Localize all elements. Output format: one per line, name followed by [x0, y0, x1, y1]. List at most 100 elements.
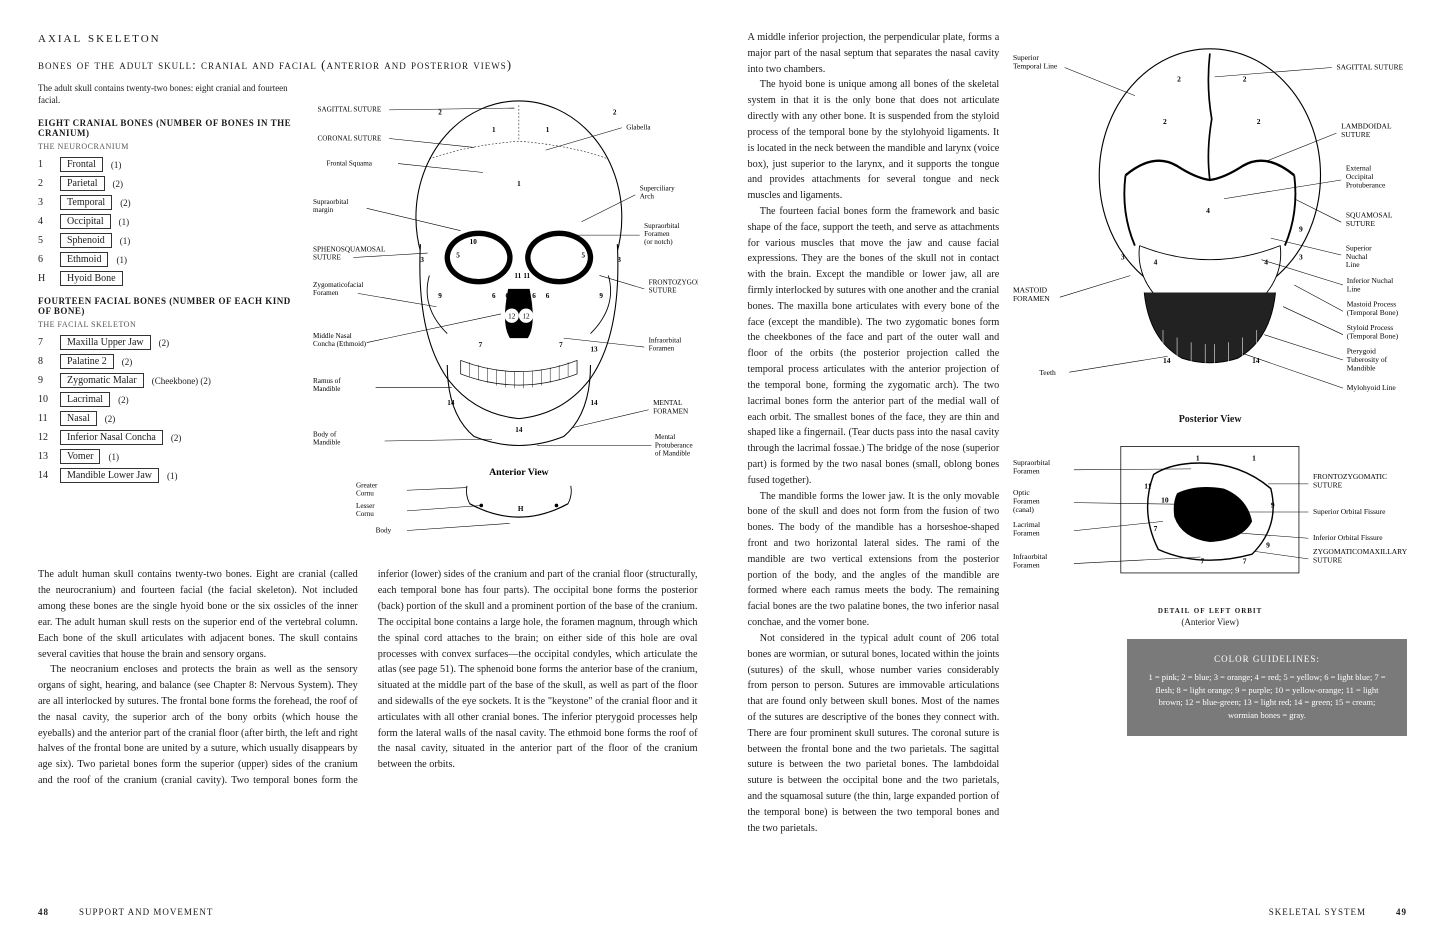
svg-text:FRONTOZYGOMATICSUTURE: FRONTOZYGOMATICSUTURE — [648, 278, 697, 294]
svg-text:11: 11 — [1145, 482, 1152, 491]
posterior-skull-svg: 2 2 2 2 4 4 4 3 3 9 14 14 SuperiorTempor… — [1013, 30, 1407, 405]
bone-count: (2) — [118, 395, 129, 405]
svg-text:2: 2 — [1177, 75, 1181, 84]
cranial-sub: the neurocranium — [38, 142, 295, 151]
intro-note: The adult skull contains twenty-two bone… — [38, 83, 295, 106]
svg-text:2: 2 — [438, 108, 442, 116]
bone-count: (2) — [120, 198, 131, 208]
color-guidelines-box: COLOR GUIDELINES: 1 = pink; 2 = blue; 3 … — [1127, 639, 1407, 736]
bone-row: 9Zygomatic Malar(Cheekbone) (2) — [38, 373, 295, 388]
svg-text:SuperiorNuchalLine: SuperiorNuchalLine — [1346, 243, 1372, 269]
bone-row: 13Vomer(1) — [38, 449, 295, 464]
orbit-svg: 1 1 11 10 7 7 7 6 5 5 8 9 9 Supraorbital… — [1013, 437, 1407, 596]
svg-text:FRONTOZYGOMATICSUTURE: FRONTOZYGOMATICSUTURE — [1313, 472, 1387, 489]
svg-text:5: 5 — [1236, 514, 1240, 523]
right-body-text: A middle inferior projection, the perpen… — [748, 30, 1000, 836]
bone-row: 10 Lacrimal (2) — [38, 392, 295, 407]
bone-name-box: Occipital — [60, 214, 111, 229]
svg-text:6: 6 — [492, 292, 496, 300]
right-layout: A middle inferior projection, the perpen… — [748, 30, 1408, 836]
bone-name-box: Inferior Nasal Concha — [60, 430, 163, 445]
left-body-text: The adult human skull contains twenty-tw… — [38, 567, 698, 788]
svg-text:Body ofMandible: Body ofMandible — [313, 431, 340, 447]
svg-text:13: 13 — [590, 346, 598, 354]
right-p1: A middle inferior projection, the perpen… — [748, 30, 1000, 77]
svg-text:Glabella: Glabella — [626, 124, 651, 132]
svg-text:11: 11 — [514, 272, 521, 280]
svg-text:InfraorbitalForamen: InfraorbitalForamen — [1013, 552, 1047, 569]
svg-text:2: 2 — [1243, 75, 1247, 84]
svg-text:4: 4 — [1154, 257, 1158, 266]
svg-text:9: 9 — [1266, 541, 1270, 550]
svg-text:Frontal Squama: Frontal Squama — [326, 159, 372, 167]
bone-count: (2) — [113, 179, 124, 189]
bone-row: HHyoid Bone — [38, 271, 295, 286]
svg-text:LesserCornu: LesserCornu — [356, 502, 375, 518]
svg-text:SuperiorTemporal Line: SuperiorTemporal Line — [1013, 53, 1058, 70]
svg-text:Mylohyoid Line: Mylohyoid Line — [1347, 383, 1397, 392]
svg-text:2: 2 — [612, 108, 616, 116]
bone-number: 10 — [38, 394, 52, 405]
bone-row: 6Ethmoid(1) — [38, 252, 295, 267]
svg-text:SupraorbitalForamen(or notch): SupraorbitalForamen(or notch) — [644, 222, 679, 246]
bone-row: 12Inferior Nasal Concha(2) — [38, 430, 295, 445]
right-p4: The mandible forms the lower jaw. It is … — [748, 489, 1000, 631]
svg-text:14: 14 — [1163, 356, 1171, 365]
bone-list-column: The adult skull contains twenty-two bone… — [38, 83, 295, 553]
bone-name-box: Palatine 2 — [60, 354, 114, 369]
svg-text:InfraorbitalForamen: InfraorbitalForamen — [648, 337, 681, 353]
posterior-skull-diagram: 2 2 2 2 4 4 4 3 3 9 14 14 SuperiorTempor… — [1013, 30, 1407, 425]
bone-row: 1Frontal(1) — [38, 157, 295, 172]
orbit-caption: detail of left orbit — [1013, 605, 1407, 616]
svg-text:14: 14 — [447, 399, 455, 407]
svg-text:Mastoid Process(Temporal Bone): Mastoid Process(Temporal Bone) — [1347, 300, 1399, 317]
bone-count: (1) — [167, 471, 178, 481]
bone-row: 14 Mandible Lower Jaw (1) — [38, 468, 295, 483]
svg-text:5: 5 — [456, 252, 460, 260]
bone-count: (1) — [119, 217, 130, 227]
facial-sub: the facial skeleton — [38, 320, 295, 329]
orbit-detail-diagram: 1 1 11 10 7 7 7 6 5 5 8 9 9 Supraorbital… — [1013, 437, 1407, 627]
bone-name-box: Vomer — [60, 449, 100, 464]
svg-text:12: 12 — [522, 312, 530, 320]
svg-text:1: 1 — [545, 126, 549, 134]
svg-text:SPHENOSQUAMOSALSUTURE: SPHENOSQUAMOSALSUTURE — [313, 245, 385, 261]
svg-text:OpticForamen(canal): OpticForamen(canal) — [1013, 488, 1040, 514]
bone-count: (1) — [120, 236, 131, 246]
bone-number: 12 — [38, 432, 52, 443]
bone-name-box: Nasal — [60, 411, 97, 426]
svg-text:7: 7 — [1243, 557, 1247, 566]
upper-block: The adult skull contains twenty-two bone… — [38, 83, 698, 553]
svg-text:6: 6 — [505, 292, 509, 300]
svg-text:CORONAL SUTURE: CORONAL SUTURE — [317, 134, 382, 142]
svg-text:2: 2 — [1163, 117, 1167, 126]
bone-number: 14 — [38, 470, 52, 481]
color-box-body: 1 = pink; 2 = blue; 3 = orange; 4 = red;… — [1143, 671, 1391, 722]
svg-text:11: 11 — [523, 272, 530, 280]
bone-row: 8 Palatine 2 (2) — [38, 354, 295, 369]
title-bones-skull: bones of the adult skull: cranial and fa… — [38, 57, 698, 73]
bone-name-box: Ethmoid — [60, 252, 108, 267]
svg-text:7: 7 — [1201, 557, 1205, 566]
bone-number: 7 — [38, 337, 52, 348]
bone-name-box: Mandible Lower Jaw — [60, 468, 159, 483]
color-box-title: COLOR GUIDELINES: — [1143, 653, 1391, 667]
svg-text:3: 3 — [617, 256, 621, 264]
cranial-head: eight cranial bones (number of bones in … — [38, 118, 295, 138]
bone-name-box: Lacrimal — [60, 392, 110, 407]
svg-text:1: 1 — [492, 126, 496, 134]
right-diagrams: 2 2 2 2 4 4 4 3 3 9 14 14 SuperiorTempor… — [1013, 30, 1407, 836]
bone-number: 8 — [38, 356, 52, 367]
svg-text:ZYGOMATICOMAXILLARYSUTURE: ZYGOMATICOMAXILLARYSUTURE — [1313, 547, 1407, 564]
right-p2: The hyoid bone is unique among all bones… — [748, 77, 1000, 204]
bone-row: 7Maxilla Upper Jaw(2) — [38, 335, 295, 350]
bone-count: (2) — [122, 357, 133, 367]
svg-text:GreaterCornu: GreaterCornu — [356, 482, 378, 498]
svg-text:Inferior NuchalLine: Inferior NuchalLine — [1347, 276, 1393, 293]
bone-number: 4 — [38, 216, 52, 227]
cranial-bone-list: 1Frontal(1)2Parietal(2)3Temporal(2)4Occi… — [38, 157, 295, 286]
bone-count: (2) — [105, 414, 116, 424]
svg-text:10: 10 — [469, 238, 477, 246]
svg-text:Supraorbitalmargin: Supraorbitalmargin — [313, 198, 348, 214]
svg-text:3: 3 — [1299, 253, 1303, 262]
